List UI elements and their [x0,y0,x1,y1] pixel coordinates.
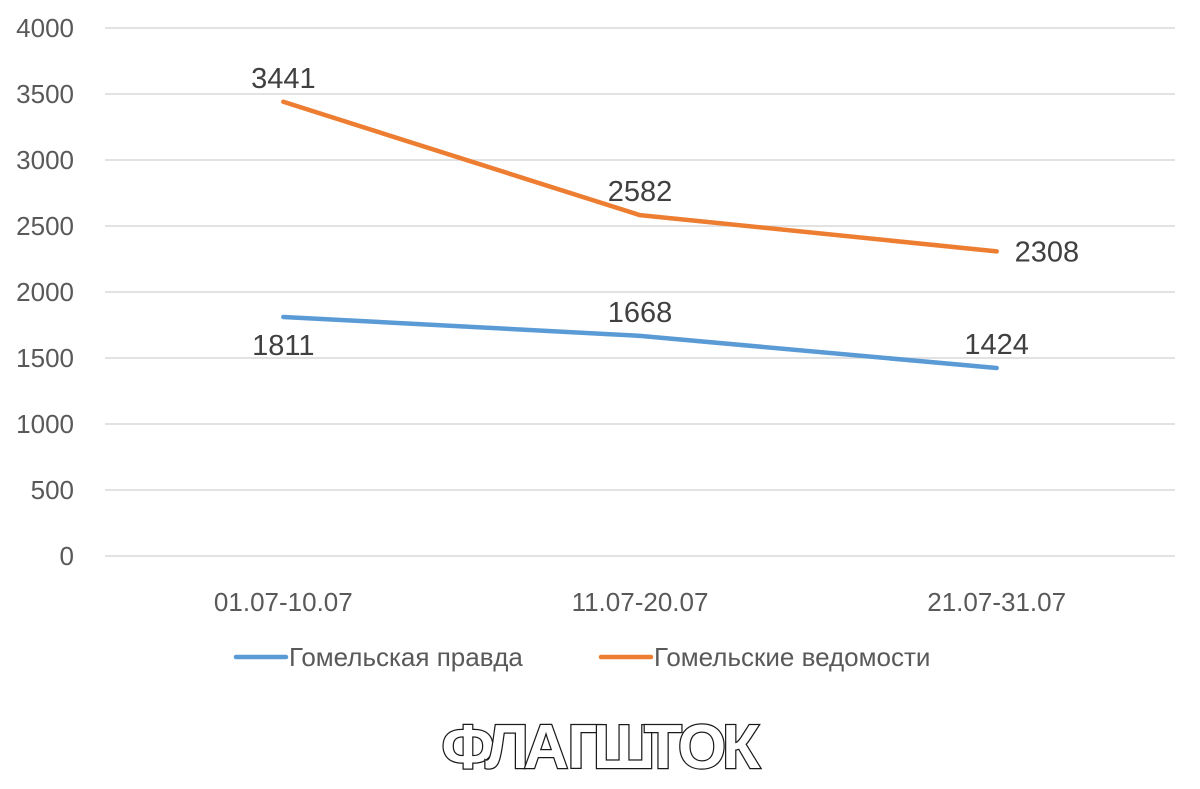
y-tick-label: 500 [31,475,74,505]
y-tick-label: 1000 [16,409,74,439]
logo-letter: Ф [442,713,495,782]
series-line-2 [281,99,999,254]
y-tick-label: 1500 [16,343,74,373]
grid-lines [105,27,1175,557]
x-tick-label: 11.07-20.07 [572,587,709,617]
y-tick-label: 0 [60,541,74,571]
y-tick-label: 2500 [16,211,74,241]
data-labels: 1811 1668 1424 3441 2582 2308 [251,63,1079,362]
series-lines [281,99,999,371]
logo-letter: Ш [593,713,655,782]
y-tick-label: 4000 [16,13,74,43]
x-tick-label: 21.07-31.07 [927,587,1066,617]
logo-letter: Г [567,713,602,782]
data-label: 2582 [608,176,673,208]
logo-letter: А [524,713,569,782]
legend: Гомельская правда Гомельские ведомости [233,642,930,672]
data-label: 1424 [964,329,1029,361]
logo-letter: Т [644,713,682,782]
y-tick-label: 3500 [16,79,74,109]
y-axis-ticks: 0 500 1000 1500 2000 2500 3000 3500 4000 [16,13,74,571]
legend-label: Гомельские ведомости [654,642,930,672]
data-label: 1668 [608,297,673,329]
logo-letter: Л [485,713,529,782]
logo-letter: О [678,713,726,782]
data-label: 3441 [251,63,316,95]
data-label: 2308 [1015,236,1080,268]
y-tick-label: 3000 [16,145,74,175]
x-tick-label: 01.07-10.07 [214,587,353,617]
y-tick-label: 2000 [16,277,74,307]
data-label: 1811 [252,330,314,362]
legend-label: Гомельская правда [289,642,523,672]
x-axis-ticks: 01.07-10.07 11.07-20.07 21.07-31.07 [214,587,1066,617]
series-line-1 [281,314,999,371]
logo-letter: К [722,713,760,782]
